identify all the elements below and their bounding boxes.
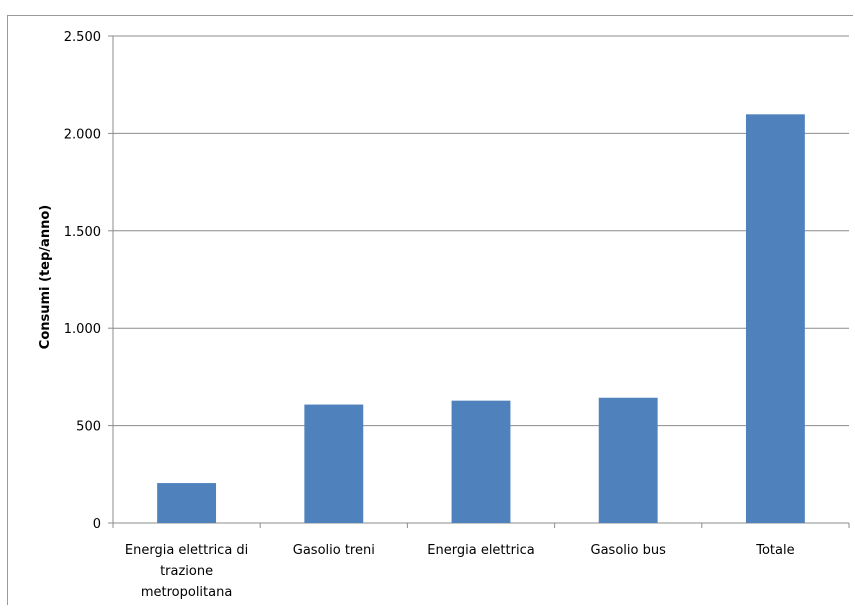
bar (304, 404, 364, 523)
gridlines (113, 35, 849, 427)
x-category-label: Gasolio bus (591, 543, 667, 558)
y-tick-label: 500 (76, 420, 101, 435)
y-tick-label: 1.500 (64, 225, 101, 240)
x-category-label: Energia elettrica (427, 543, 534, 558)
bar (745, 114, 805, 523)
y-tick-label: 1.000 (64, 322, 101, 337)
y-tick-label: 0 (93, 517, 101, 532)
x-category-label: Totale (755, 543, 794, 558)
x-category-label: trazione (160, 564, 213, 579)
y-axis-label: Consumi (tep/anno) (38, 205, 53, 349)
y-tick-label: 2.500 (64, 30, 101, 45)
y-tick-labels: 0 500 1.000 1.500 2.000 2.500 (64, 30, 101, 532)
y-tick-label: 2.000 (64, 127, 101, 142)
x-category-labels: Energia elettrica di trazione metropolitan… (125, 543, 795, 600)
bar (598, 397, 658, 523)
x-category-label: metropolitana (141, 585, 232, 600)
bar (451, 400, 511, 523)
bars (157, 114, 805, 523)
x-category-label: Gasolio treni (293, 543, 375, 558)
x-category-label: Energia elettrica di (125, 543, 248, 558)
chart-frame (7, 15, 853, 605)
bar (157, 483, 217, 523)
